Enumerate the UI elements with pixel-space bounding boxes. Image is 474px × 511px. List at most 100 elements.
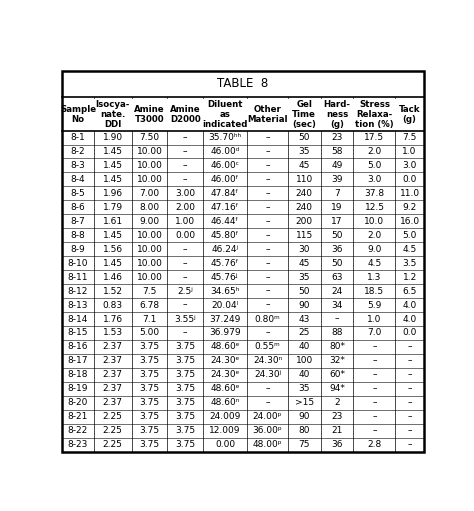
Text: –: – [265,300,270,310]
Text: 8-10: 8-10 [68,259,88,268]
Text: 24: 24 [331,287,343,295]
Text: 3.75: 3.75 [175,398,195,407]
Text: 3.75: 3.75 [139,342,159,352]
Text: 5.9: 5.9 [367,300,382,310]
Text: 4.5: 4.5 [402,245,417,254]
Text: 94*: 94* [329,384,345,393]
Text: –: – [372,384,377,393]
Text: 39: 39 [331,175,343,184]
Text: –: – [183,147,187,156]
Text: –: – [183,133,187,142]
Text: 1.45: 1.45 [103,161,123,170]
Text: 35.70ʰʰ: 35.70ʰʰ [209,133,242,142]
Text: 0.55ᵐ: 0.55ᵐ [255,342,281,352]
Text: 0.83: 0.83 [102,300,123,310]
Text: 58: 58 [331,147,343,156]
Text: 3.75: 3.75 [139,384,159,393]
Text: 3.55ʲ: 3.55ʲ [174,315,196,323]
Text: 1.52: 1.52 [103,287,123,295]
Text: 8-7: 8-7 [71,217,85,226]
Text: –: – [372,342,377,352]
Text: 88: 88 [331,329,343,337]
Text: 3.75: 3.75 [139,412,159,421]
Text: 1.90: 1.90 [102,133,123,142]
Text: 4.5: 4.5 [367,259,382,268]
Text: 8.00: 8.00 [139,203,159,212]
Text: Diluent
as
indicated: Diluent as indicated [202,100,248,129]
Text: 24.30ᵉ: 24.30ᵉ [210,356,240,365]
Text: 10.00: 10.00 [137,147,162,156]
Text: 4.0: 4.0 [402,300,417,310]
Text: 48.60ᵉ: 48.60ᵉ [210,342,240,352]
Text: 18.5: 18.5 [365,287,384,295]
Text: 3.0: 3.0 [402,161,417,170]
Text: 7.1: 7.1 [142,315,156,323]
Text: 24.30ʲ: 24.30ʲ [254,370,281,379]
Text: Sample
No: Sample No [60,105,96,124]
Text: 1.3: 1.3 [367,273,382,282]
Text: 1.45: 1.45 [103,231,123,240]
Text: 23: 23 [331,412,343,421]
Text: –: – [265,245,270,254]
Text: 24.30ⁿ: 24.30ⁿ [253,356,282,365]
Text: 8-23: 8-23 [68,440,88,449]
Text: 5.0: 5.0 [402,231,417,240]
Text: –: – [183,300,187,310]
Text: 37.249: 37.249 [210,315,241,323]
Text: 7.00: 7.00 [139,189,159,198]
Text: 9.0: 9.0 [367,245,382,254]
Text: 240: 240 [296,203,313,212]
Text: >15: >15 [295,398,314,407]
Text: 45: 45 [299,161,310,170]
Text: 47.84ᶠ: 47.84ᶠ [211,189,239,198]
Text: 3.75: 3.75 [175,370,195,379]
Text: 3.75: 3.75 [139,398,159,407]
Text: 2.25: 2.25 [103,440,123,449]
Text: 3.75: 3.75 [139,440,159,449]
Text: 1.0: 1.0 [367,315,382,323]
Text: 10.00: 10.00 [137,231,162,240]
Text: 24.30ᵉ: 24.30ᵉ [210,370,240,379]
Text: 34: 34 [331,300,343,310]
Text: 2.37: 2.37 [103,356,123,365]
Text: –: – [407,398,412,407]
Text: 12.009: 12.009 [210,426,241,435]
Text: 1.56: 1.56 [102,245,123,254]
Text: 2.5ʲ: 2.5ʲ [177,287,193,295]
Text: 8-19: 8-19 [68,384,88,393]
Text: 48.60ⁿ: 48.60ⁿ [210,398,240,407]
Text: 100: 100 [296,356,313,365]
Text: 7.5: 7.5 [142,287,156,295]
Text: 8-1: 8-1 [71,133,85,142]
Text: –: – [265,133,270,142]
Text: 43: 43 [299,315,310,323]
Text: –: – [183,273,187,282]
Text: 23: 23 [331,133,343,142]
Text: Amine
D2000: Amine D2000 [170,105,201,124]
Text: 1.0: 1.0 [402,147,417,156]
Text: 3.00: 3.00 [175,189,195,198]
Text: 9.2: 9.2 [402,203,417,212]
Text: 46.44ᶠ: 46.44ᶠ [211,217,239,226]
Text: 2.8: 2.8 [367,440,382,449]
Text: 8-4: 8-4 [71,175,85,184]
Text: –: – [265,329,270,337]
Text: 48.00ᵖ: 48.00ᵖ [253,440,283,449]
Text: 3.75: 3.75 [139,356,159,365]
Text: 40: 40 [299,342,310,352]
Text: 0.0: 0.0 [402,329,417,337]
Text: 36: 36 [331,440,343,449]
Text: 46.00ᶜ: 46.00ᶜ [210,161,239,170]
Text: –: – [265,147,270,156]
Text: 80: 80 [299,426,310,435]
Text: 8-2: 8-2 [71,147,85,156]
Text: 17: 17 [331,217,343,226]
Text: 10.00: 10.00 [137,161,162,170]
Text: 3.75: 3.75 [175,412,195,421]
Text: 1.61: 1.61 [102,217,123,226]
Text: 35: 35 [299,273,310,282]
Text: 115: 115 [296,231,313,240]
Text: 2.37: 2.37 [103,370,123,379]
Text: 8-17: 8-17 [68,356,88,365]
Text: 8-21: 8-21 [68,412,88,421]
